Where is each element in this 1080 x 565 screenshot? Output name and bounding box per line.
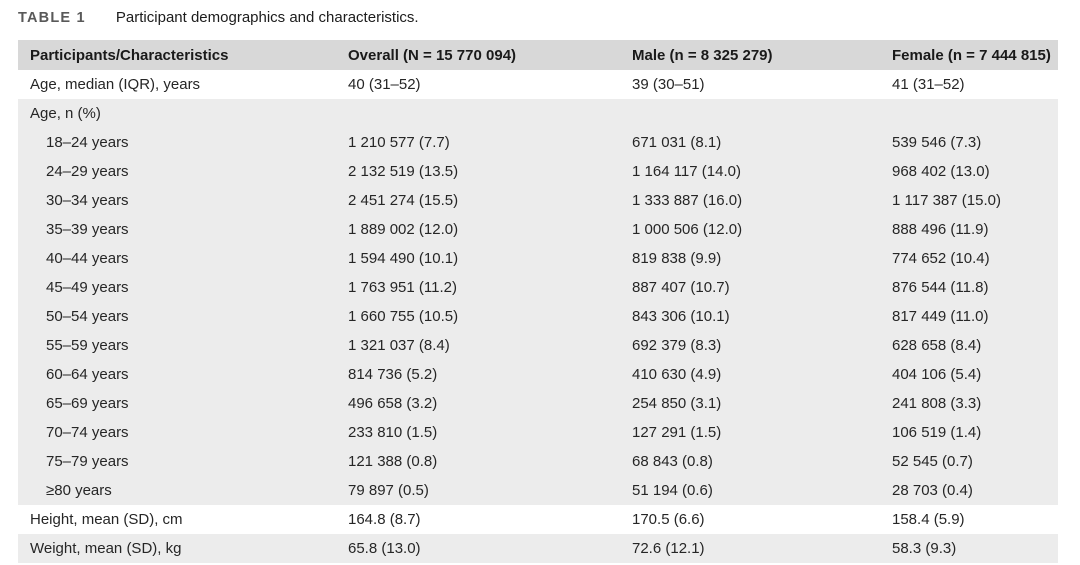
female-value-cell: 817 449 (11.0) bbox=[880, 302, 1058, 331]
female-value-cell: 58.3 (9.3) bbox=[880, 534, 1058, 563]
male-value-cell: 254 850 (3.1) bbox=[620, 389, 880, 418]
row-label-cell: Age, median (IQR), years bbox=[18, 70, 336, 99]
column-header-male: Male (n = 8 325 279) bbox=[620, 40, 880, 70]
column-header-participants: Participants/Characteristics bbox=[18, 40, 336, 70]
row-label-cell: 45–49 years bbox=[18, 273, 336, 302]
table-row: 60–64 years 814 736 (5.2) 410 630 (4.9) … bbox=[18, 360, 1058, 389]
overall-value-cell: 1 660 755 (10.5) bbox=[336, 302, 620, 331]
table-row: Weight, mean (SD), kg 65.8 (13.0) 72.6 (… bbox=[18, 534, 1058, 563]
male-value-cell: 39 (30–51) bbox=[620, 70, 880, 99]
overall-value-cell: 1 763 951 (11.2) bbox=[336, 273, 620, 302]
male-value-cell: 51 194 (0.6) bbox=[620, 476, 880, 505]
table-row: Height, mean (SD), cm 164.8 (8.7) 170.5 … bbox=[18, 505, 1058, 534]
table-body: Age, median (IQR), years 40 (31–52) 39 (… bbox=[18, 70, 1058, 563]
table-row: 35–39 years 1 889 002 (12.0) 1 000 506 (… bbox=[18, 215, 1058, 244]
overall-value-cell: 233 810 (1.5) bbox=[336, 418, 620, 447]
female-value-cell: 41 (31–52) bbox=[880, 70, 1058, 99]
overall-value-cell: 164.8 (8.7) bbox=[336, 505, 620, 534]
overall-value-cell: 65.8 (13.0) bbox=[336, 534, 620, 563]
table-row: 24–29 years 2 132 519 (13.5) 1 164 117 (… bbox=[18, 157, 1058, 186]
row-label-cell: 60–64 years bbox=[18, 360, 336, 389]
overall-value-cell: 2 132 519 (13.5) bbox=[336, 157, 620, 186]
overall-value-cell: 2 451 274 (15.5) bbox=[336, 186, 620, 215]
female-value-cell: 968 402 (13.0) bbox=[880, 157, 1058, 186]
overall-value-cell: 1 594 490 (10.1) bbox=[336, 244, 620, 273]
table-row: Age, median (IQR), years 40 (31–52) 39 (… bbox=[18, 70, 1058, 99]
male-value-cell: 887 407 (10.7) bbox=[620, 273, 880, 302]
row-label-cell: 40–44 years bbox=[18, 244, 336, 273]
row-label-cell: 35–39 years bbox=[18, 215, 336, 244]
overall-value-cell: 40 (31–52) bbox=[336, 70, 620, 99]
female-value-cell: 888 496 (11.9) bbox=[880, 215, 1058, 244]
male-value-cell: 819 838 (9.9) bbox=[620, 244, 880, 273]
female-value-cell: 106 519 (1.4) bbox=[880, 418, 1058, 447]
overall-value-cell: 1 210 577 (7.7) bbox=[336, 128, 620, 157]
row-label-cell: 55–59 years bbox=[18, 331, 336, 360]
row-label-cell: Weight, mean (SD), kg bbox=[18, 534, 336, 563]
row-label-cell: 65–69 years bbox=[18, 389, 336, 418]
female-value-cell: 774 652 (10.4) bbox=[880, 244, 1058, 273]
male-value-cell bbox=[620, 99, 880, 128]
female-value-cell: 158.4 (5.9) bbox=[880, 505, 1058, 534]
male-value-cell: 170.5 (6.6) bbox=[620, 505, 880, 534]
male-value-cell: 1 164 117 (14.0) bbox=[620, 157, 880, 186]
male-value-cell: 68 843 (0.8) bbox=[620, 447, 880, 476]
row-label-cell: 24–29 years bbox=[18, 157, 336, 186]
female-value-cell: 628 658 (8.4) bbox=[880, 331, 1058, 360]
female-value-cell: 404 106 (5.4) bbox=[880, 360, 1058, 389]
table-row: 40–44 years 1 594 490 (10.1) 819 838 (9.… bbox=[18, 244, 1058, 273]
table-row: 30–34 years 2 451 274 (15.5) 1 333 887 (… bbox=[18, 186, 1058, 215]
table-caption-row: TABLE 1 Participant demographics and cha… bbox=[0, 0, 1080, 27]
male-value-cell: 671 031 (8.1) bbox=[620, 128, 880, 157]
female-value-cell: 28 703 (0.4) bbox=[880, 476, 1058, 505]
overall-value-cell: 496 658 (3.2) bbox=[336, 389, 620, 418]
column-header-female: Female (n = 7 444 815) bbox=[880, 40, 1058, 70]
table-row: 50–54 years 1 660 755 (10.5) 843 306 (10… bbox=[18, 302, 1058, 331]
male-value-cell: 692 379 (8.3) bbox=[620, 331, 880, 360]
row-label-cell: 30–34 years bbox=[18, 186, 336, 215]
female-value-cell bbox=[880, 99, 1058, 128]
row-label-cell: Age, n (%) bbox=[18, 99, 336, 128]
table-caption: Participant demographics and characteris… bbox=[115, 9, 419, 26]
row-label-cell: 75–79 years bbox=[18, 447, 336, 476]
table-row: 65–69 years 496 658 (3.2) 254 850 (3.1) … bbox=[18, 389, 1058, 418]
male-value-cell: 410 630 (4.9) bbox=[620, 360, 880, 389]
overall-value-cell: 814 736 (5.2) bbox=[336, 360, 620, 389]
row-label-cell: 50–54 years bbox=[18, 302, 336, 331]
overall-value-cell: 121 388 (0.8) bbox=[336, 447, 620, 476]
female-value-cell: 1 117 387 (15.0) bbox=[880, 186, 1058, 215]
male-value-cell: 1 000 506 (12.0) bbox=[620, 215, 880, 244]
female-value-cell: 241 808 (3.3) bbox=[880, 389, 1058, 418]
male-value-cell: 127 291 (1.5) bbox=[620, 418, 880, 447]
table-row: 70–74 years 233 810 (1.5) 127 291 (1.5) … bbox=[18, 418, 1058, 447]
overall-value-cell bbox=[336, 99, 620, 128]
male-value-cell: 72.6 (12.1) bbox=[620, 534, 880, 563]
female-value-cell: 52 545 (0.7) bbox=[880, 447, 1058, 476]
table-label: TABLE 1 bbox=[18, 10, 86, 26]
male-value-cell: 1 333 887 (16.0) bbox=[620, 186, 880, 215]
table-header: Participants/Characteristics Overall (N … bbox=[18, 40, 1058, 70]
female-value-cell: 539 546 (7.3) bbox=[880, 128, 1058, 157]
table-row: 18–24 years 1 210 577 (7.7) 671 031 (8.1… bbox=[18, 128, 1058, 157]
row-label-cell: ≥80 years bbox=[18, 476, 336, 505]
table-row: 45–49 years 1 763 951 (11.2) 887 407 (10… bbox=[18, 273, 1058, 302]
table-row: Age, n (%) bbox=[18, 99, 1058, 128]
overall-value-cell: 79 897 (0.5) bbox=[336, 476, 620, 505]
header-row: Participants/Characteristics Overall (N … bbox=[18, 40, 1058, 70]
column-header-overall: Overall (N = 15 770 094) bbox=[336, 40, 620, 70]
row-label-cell: 18–24 years bbox=[18, 128, 336, 157]
demographics-table: Participants/Characteristics Overall (N … bbox=[18, 40, 1058, 563]
overall-value-cell: 1 889 002 (12.0) bbox=[336, 215, 620, 244]
female-value-cell: 876 544 (11.8) bbox=[880, 273, 1058, 302]
table-row: 75–79 years 121 388 (0.8) 68 843 (0.8) 5… bbox=[18, 447, 1058, 476]
male-value-cell: 843 306 (10.1) bbox=[620, 302, 880, 331]
table-row: ≥80 years 79 897 (0.5) 51 194 (0.6) 28 7… bbox=[18, 476, 1058, 505]
row-label-cell: 70–74 years bbox=[18, 418, 336, 447]
overall-value-cell: 1 321 037 (8.4) bbox=[336, 331, 620, 360]
table-row: 55–59 years 1 321 037 (8.4) 692 379 (8.3… bbox=[18, 331, 1058, 360]
row-label-cell: Height, mean (SD), cm bbox=[18, 505, 336, 534]
